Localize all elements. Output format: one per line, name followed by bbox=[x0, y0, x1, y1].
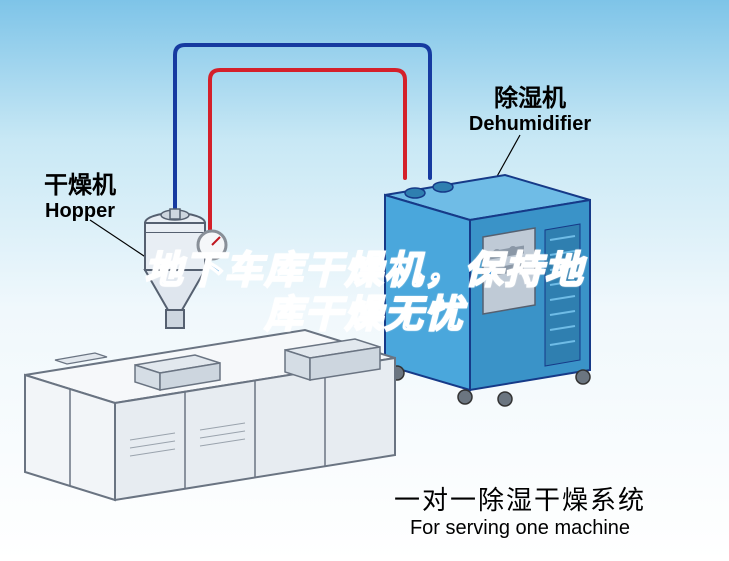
label-hopper: 干燥机 Hopper bbox=[20, 165, 140, 223]
system-title-cn: 一对一除湿干燥系统 bbox=[330, 480, 710, 517]
label-hopper-en: Hopper bbox=[20, 200, 140, 223]
label-hopper-cn: 干燥机 bbox=[20, 165, 140, 200]
extruder-unit bbox=[25, 330, 395, 500]
system-title-en: For serving one machine bbox=[330, 517, 710, 540]
dehumidifier-unit bbox=[385, 175, 590, 406]
pipe-red bbox=[210, 70, 405, 235]
leader-hopper bbox=[90, 220, 150, 260]
system-title: 一对一除湿干燥系统 For serving one machine bbox=[330, 480, 710, 540]
hopper-unit bbox=[145, 209, 226, 328]
label-dehumidifier-en: Dehumidifier bbox=[430, 113, 630, 136]
label-dehumidifier: 除湿机 Dehumidifier bbox=[430, 78, 630, 136]
leader-dehum bbox=[495, 135, 520, 180]
label-dehumidifier-cn: 除湿机 bbox=[430, 78, 630, 113]
